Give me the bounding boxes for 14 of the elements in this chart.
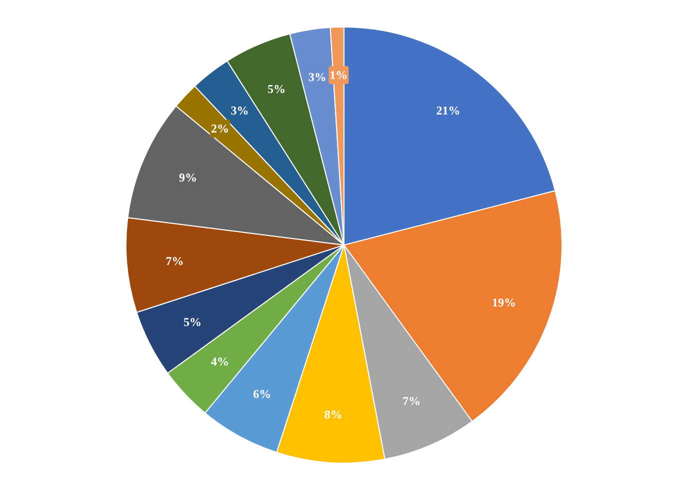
- data-label: 3%: [230, 104, 249, 118]
- data-label: 3%: [308, 70, 326, 84]
- data-label: 6%: [253, 387, 272, 402]
- data-label: 7%: [166, 254, 184, 268]
- data-label: 1%: [330, 68, 348, 82]
- data-label: 8%: [324, 408, 342, 422]
- data-label: 9%: [178, 170, 197, 184]
- data-label: 2%: [211, 122, 230, 136]
- data-label: 19%: [492, 296, 516, 310]
- data-label: 5%: [267, 82, 286, 96]
- data-label: 5%: [183, 315, 202, 330]
- data-label: 7%: [402, 394, 421, 408]
- data-label: 21%: [436, 104, 460, 118]
- data-label: 4%: [211, 354, 230, 368]
